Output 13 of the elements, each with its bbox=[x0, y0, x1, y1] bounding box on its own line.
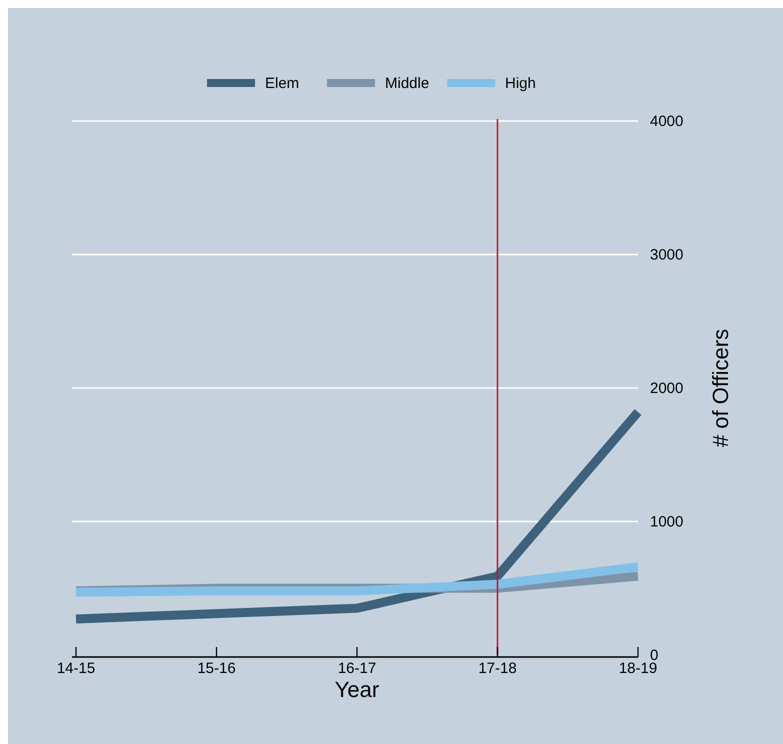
x-tick-label: 15-16 bbox=[197, 660, 236, 677]
y-axis-title: # of Officers bbox=[708, 328, 733, 448]
y-tick-label: 3000 bbox=[650, 246, 684, 264]
legend-label: High bbox=[505, 75, 536, 92]
y-tick-label: 4000 bbox=[650, 113, 684, 130]
x-tick-label: 17-18 bbox=[478, 660, 517, 677]
y-tick-label: 1000 bbox=[650, 514, 684, 530]
y-tick-label: 2000 bbox=[650, 380, 684, 397]
x-tick-label: 16-17 bbox=[338, 660, 376, 677]
legend-label: Elem bbox=[265, 75, 300, 92]
legend-label: Middle bbox=[385, 75, 430, 92]
x-axis-title: Year bbox=[334, 677, 380, 702]
x-tick-label: 14-15 bbox=[56, 660, 96, 677]
